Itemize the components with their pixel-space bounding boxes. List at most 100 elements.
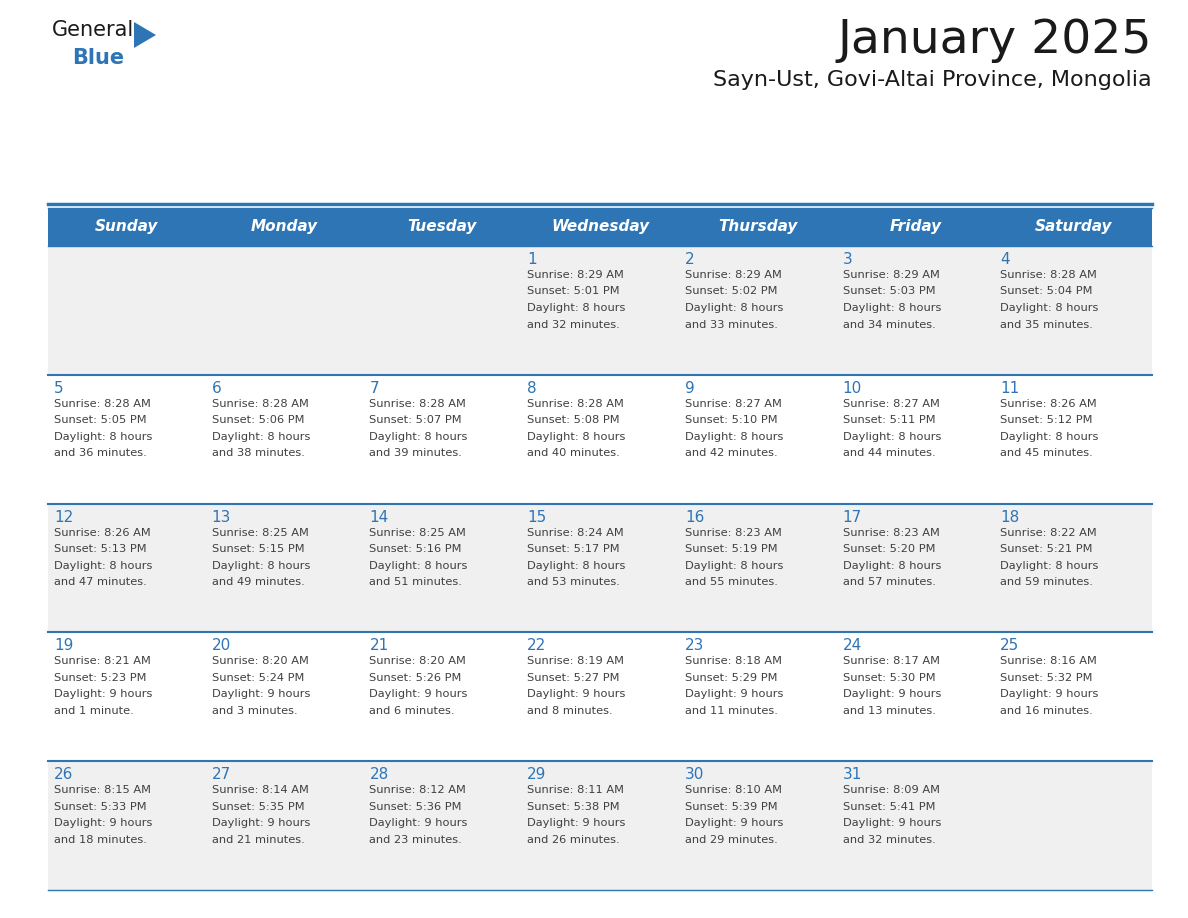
Text: Daylight: 8 hours: Daylight: 8 hours <box>211 431 310 442</box>
Text: Blue: Blue <box>72 48 124 68</box>
Bar <box>678 208 836 246</box>
Text: Daylight: 8 hours: Daylight: 8 hours <box>369 561 468 571</box>
Text: Sunrise: 8:25 AM: Sunrise: 8:25 AM <box>211 528 309 538</box>
Text: Sunset: 5:33 PM: Sunset: 5:33 PM <box>53 801 146 812</box>
Text: Sunrise: 8:21 AM: Sunrise: 8:21 AM <box>53 656 151 666</box>
Text: 30: 30 <box>684 767 704 782</box>
Text: Daylight: 8 hours: Daylight: 8 hours <box>684 303 783 313</box>
Text: and 36 minutes.: and 36 minutes. <box>53 448 147 458</box>
Text: Sunset: 5:08 PM: Sunset: 5:08 PM <box>527 415 620 425</box>
Text: Sunset: 5:10 PM: Sunset: 5:10 PM <box>684 415 777 425</box>
Text: 17: 17 <box>842 509 861 524</box>
Text: Daylight: 8 hours: Daylight: 8 hours <box>684 561 783 571</box>
Text: Saturday: Saturday <box>1035 219 1112 234</box>
Text: and 44 minutes.: and 44 minutes. <box>842 448 935 458</box>
Text: and 57 minutes.: and 57 minutes. <box>842 577 935 588</box>
Text: Daylight: 8 hours: Daylight: 8 hours <box>1000 303 1099 313</box>
Text: Sunrise: 8:10 AM: Sunrise: 8:10 AM <box>684 785 782 795</box>
Text: Daylight: 9 hours: Daylight: 9 hours <box>53 689 152 700</box>
Text: Sunrise: 8:23 AM: Sunrise: 8:23 AM <box>684 528 782 538</box>
Bar <box>206 208 364 246</box>
Text: and 42 minutes.: and 42 minutes. <box>684 448 777 458</box>
Text: Sunrise: 8:19 AM: Sunrise: 8:19 AM <box>527 656 624 666</box>
Text: Sunrise: 8:28 AM: Sunrise: 8:28 AM <box>527 398 624 409</box>
Text: Daylight: 8 hours: Daylight: 8 hours <box>369 431 468 442</box>
Text: and 53 minutes.: and 53 minutes. <box>527 577 620 588</box>
Text: Sunset: 5:21 PM: Sunset: 5:21 PM <box>1000 544 1093 554</box>
Text: 21: 21 <box>369 638 388 654</box>
Text: Daylight: 8 hours: Daylight: 8 hours <box>53 431 152 442</box>
Text: Sunset: 5:03 PM: Sunset: 5:03 PM <box>842 286 935 297</box>
Text: and 38 minutes.: and 38 minutes. <box>211 448 304 458</box>
Text: Sunrise: 8:14 AM: Sunrise: 8:14 AM <box>211 785 309 795</box>
Text: and 8 minutes.: and 8 minutes. <box>527 706 613 716</box>
Text: and 33 minutes.: and 33 minutes. <box>684 319 778 330</box>
Text: Sunrise: 8:23 AM: Sunrise: 8:23 AM <box>842 528 940 538</box>
Text: and 21 minutes.: and 21 minutes. <box>211 834 304 845</box>
Text: Sunset: 5:15 PM: Sunset: 5:15 PM <box>211 544 304 554</box>
Text: Sunrise: 8:18 AM: Sunrise: 8:18 AM <box>684 656 782 666</box>
Text: Sunset: 5:29 PM: Sunset: 5:29 PM <box>684 673 777 683</box>
Text: and 32 minutes.: and 32 minutes. <box>527 319 620 330</box>
Text: Sunset: 5:36 PM: Sunset: 5:36 PM <box>369 801 462 812</box>
Text: 29: 29 <box>527 767 546 782</box>
Text: Sayn-Ust, Govi-Altai Province, Mongolia: Sayn-Ust, Govi-Altai Province, Mongolia <box>713 70 1152 90</box>
Text: and 11 minutes.: and 11 minutes. <box>684 706 778 716</box>
Text: Sunrise: 8:27 AM: Sunrise: 8:27 AM <box>842 398 940 409</box>
Text: and 59 minutes.: and 59 minutes. <box>1000 577 1093 588</box>
Text: Sunrise: 8:15 AM: Sunrise: 8:15 AM <box>53 785 151 795</box>
Polygon shape <box>134 22 156 48</box>
Text: Daylight: 8 hours: Daylight: 8 hours <box>842 561 941 571</box>
Text: Sunrise: 8:09 AM: Sunrise: 8:09 AM <box>842 785 940 795</box>
Text: and 1 minute.: and 1 minute. <box>53 706 134 716</box>
Text: and 55 minutes.: and 55 minutes. <box>684 577 778 588</box>
Text: Sunset: 5:13 PM: Sunset: 5:13 PM <box>53 544 146 554</box>
Text: and 47 minutes.: and 47 minutes. <box>53 577 147 588</box>
Text: Daylight: 8 hours: Daylight: 8 hours <box>1000 561 1099 571</box>
Text: Sunrise: 8:27 AM: Sunrise: 8:27 AM <box>684 398 782 409</box>
Bar <box>48 504 1152 633</box>
Text: Sunrise: 8:28 AM: Sunrise: 8:28 AM <box>369 398 467 409</box>
Text: Sunrise: 8:16 AM: Sunrise: 8:16 AM <box>1000 656 1098 666</box>
Text: Sunrise: 8:22 AM: Sunrise: 8:22 AM <box>1000 528 1097 538</box>
Text: 25: 25 <box>1000 638 1019 654</box>
Text: and 34 minutes.: and 34 minutes. <box>842 319 935 330</box>
Text: 1: 1 <box>527 252 537 267</box>
Text: Daylight: 9 hours: Daylight: 9 hours <box>369 689 468 700</box>
Text: Daylight: 9 hours: Daylight: 9 hours <box>527 818 626 828</box>
Text: 13: 13 <box>211 509 232 524</box>
Text: and 6 minutes.: and 6 minutes. <box>369 706 455 716</box>
Text: Sunset: 5:35 PM: Sunset: 5:35 PM <box>211 801 304 812</box>
Text: and 18 minutes.: and 18 minutes. <box>53 834 147 845</box>
Text: Sunset: 5:06 PM: Sunset: 5:06 PM <box>211 415 304 425</box>
Text: Daylight: 8 hours: Daylight: 8 hours <box>527 561 626 571</box>
Text: Daylight: 9 hours: Daylight: 9 hours <box>53 818 152 828</box>
Text: Sunrise: 8:24 AM: Sunrise: 8:24 AM <box>527 528 624 538</box>
Bar <box>364 208 522 246</box>
Text: Sunrise: 8:29 AM: Sunrise: 8:29 AM <box>684 270 782 280</box>
Text: 26: 26 <box>53 767 74 782</box>
Text: Sunset: 5:24 PM: Sunset: 5:24 PM <box>211 673 304 683</box>
Text: Sunset: 5:05 PM: Sunset: 5:05 PM <box>53 415 146 425</box>
Text: Daylight: 9 hours: Daylight: 9 hours <box>684 818 783 828</box>
Text: Sunset: 5:38 PM: Sunset: 5:38 PM <box>527 801 620 812</box>
Text: 8: 8 <box>527 381 537 396</box>
Text: January 2025: January 2025 <box>838 18 1152 63</box>
Text: Sunset: 5:19 PM: Sunset: 5:19 PM <box>684 544 777 554</box>
Text: Sunrise: 8:25 AM: Sunrise: 8:25 AM <box>369 528 467 538</box>
Text: and 32 minutes.: and 32 minutes. <box>842 834 935 845</box>
Text: and 39 minutes.: and 39 minutes. <box>369 448 462 458</box>
Text: Sunset: 5:11 PM: Sunset: 5:11 PM <box>842 415 935 425</box>
Text: Daylight: 8 hours: Daylight: 8 hours <box>1000 431 1099 442</box>
Text: 19: 19 <box>53 638 74 654</box>
Text: Sunset: 5:04 PM: Sunset: 5:04 PM <box>1000 286 1093 297</box>
Text: Daylight: 8 hours: Daylight: 8 hours <box>211 561 310 571</box>
Text: 28: 28 <box>369 767 388 782</box>
Text: Daylight: 8 hours: Daylight: 8 hours <box>842 431 941 442</box>
Text: Sunrise: 8:12 AM: Sunrise: 8:12 AM <box>369 785 467 795</box>
Text: 6: 6 <box>211 381 221 396</box>
Text: 27: 27 <box>211 767 230 782</box>
Bar <box>836 208 994 246</box>
Bar <box>48 633 1152 761</box>
Bar <box>522 208 678 246</box>
